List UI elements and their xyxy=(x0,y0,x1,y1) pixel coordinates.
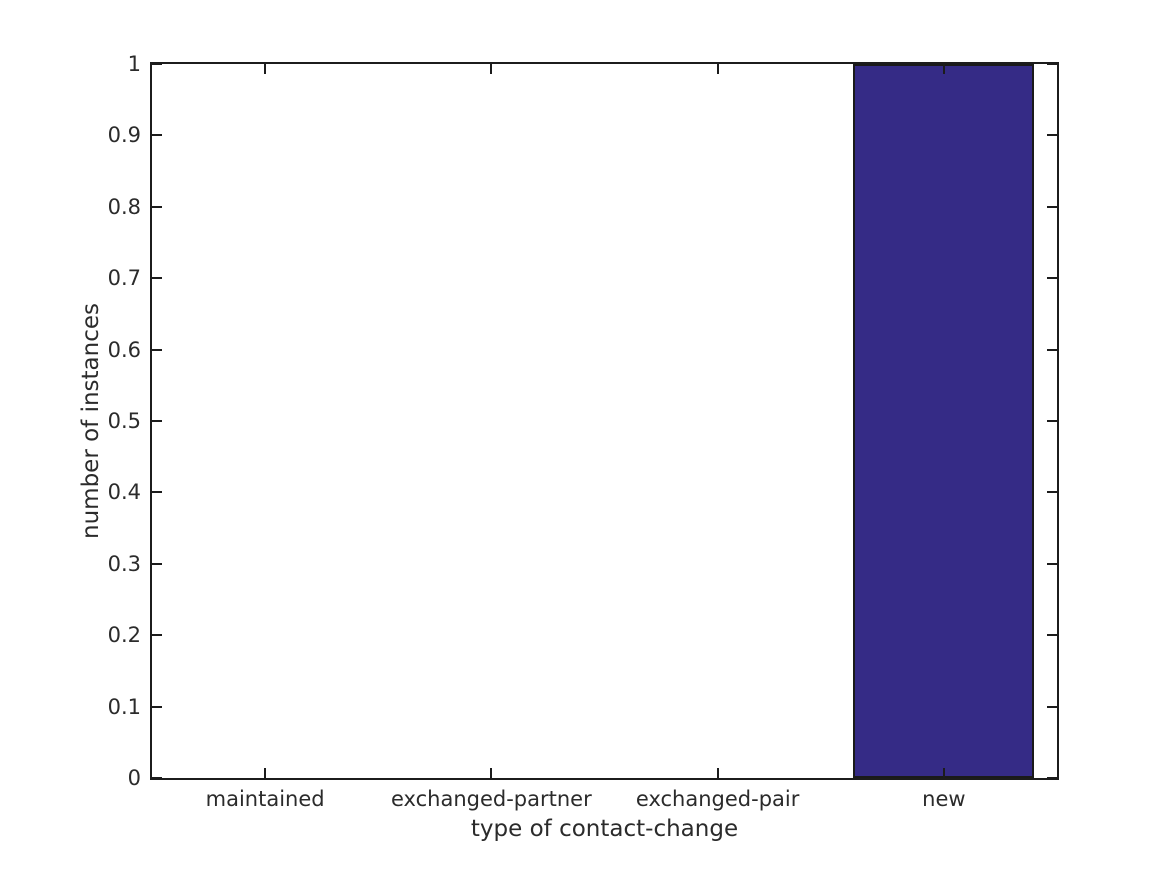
y-tick-right xyxy=(1047,420,1057,422)
x-tick-top xyxy=(490,64,493,74)
y-tick-right xyxy=(1047,205,1057,208)
y-tick-left xyxy=(152,134,162,137)
y-tick-left xyxy=(152,205,162,208)
x-tick-label-maintained: maintained xyxy=(205,787,325,811)
x-tick-top xyxy=(716,64,719,74)
y-tick-left xyxy=(152,777,162,778)
y-tick-left xyxy=(152,491,162,494)
y-tick-left xyxy=(152,562,162,565)
y-tick-left xyxy=(152,420,162,422)
y-tick-left xyxy=(152,634,162,637)
y-tick-label-0.2: 0.2 xyxy=(107,623,141,648)
x-tick-bottom xyxy=(942,768,945,778)
y-tick-label-0.6: 0.6 xyxy=(107,337,141,362)
y-tick-right xyxy=(1047,348,1057,351)
y-tick-label-0.5: 0.5 xyxy=(107,409,141,433)
y-tick-label-1: 1 xyxy=(127,52,141,76)
x-tick-label-exchanged-partner: exchanged-partner xyxy=(391,787,592,811)
plot-area xyxy=(150,62,1059,780)
y-tick-right xyxy=(1047,134,1057,137)
y-tick-left xyxy=(152,277,162,280)
x-tick-bottom xyxy=(490,768,493,778)
y-tick-right xyxy=(1047,705,1057,708)
y-tick-left xyxy=(152,64,162,65)
y-tick-label-0.3: 0.3 xyxy=(107,551,141,576)
y-tick-label-0.1: 0.1 xyxy=(107,694,141,719)
y-tick-label-0.9: 0.9 xyxy=(107,123,141,148)
y-tick-label-0.4: 0.4 xyxy=(107,480,141,505)
x-tick-label-new: new xyxy=(922,787,966,811)
y-tick-right xyxy=(1047,562,1057,565)
y-tick-left xyxy=(152,348,162,351)
y-tick-label-0: 0 xyxy=(127,766,141,790)
x-tick-top xyxy=(264,64,267,74)
x-axis-label: type of contact-change xyxy=(470,816,739,842)
y-tick-right xyxy=(1047,277,1057,280)
x-tick-label-exchanged-pair: exchanged-pair xyxy=(635,787,800,811)
y-tick-label-0.7: 0.7 xyxy=(107,266,141,291)
bar-new xyxy=(853,64,1035,778)
x-tick-bottom xyxy=(716,768,719,778)
y-tick-label-0.8: 0.8 xyxy=(107,194,141,219)
y-tick-left xyxy=(152,705,162,708)
y-tick-right xyxy=(1047,634,1057,637)
x-tick-top xyxy=(942,64,945,74)
y-tick-right xyxy=(1047,64,1057,65)
y-tick-right xyxy=(1047,491,1057,494)
y-tick-right xyxy=(1047,777,1057,778)
x-tick-bottom xyxy=(264,768,267,778)
